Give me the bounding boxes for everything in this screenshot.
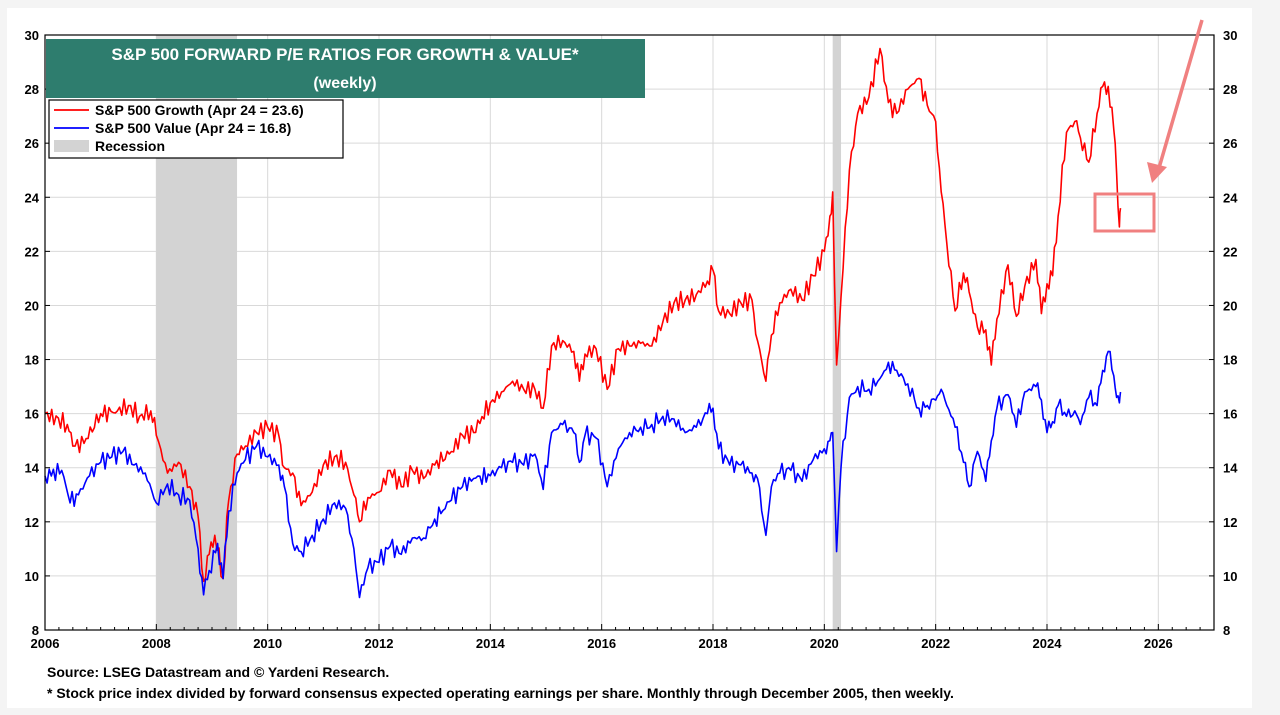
y-tick-label-right: 12 (1223, 515, 1237, 530)
y-tick-label-left: 22 (25, 244, 39, 259)
y-tick-label-left: 20 (25, 298, 39, 313)
y-tick-label-left: 14 (25, 461, 40, 476)
y-tick-label-right: 10 (1223, 569, 1237, 584)
x-tick-label: 2018 (699, 636, 728, 651)
y-tick-label-right: 28 (1223, 82, 1237, 97)
recession-band (832, 35, 842, 630)
chart-frame: 8 8 10 10 12 12 14 14 16 16 18 18 20 20 22 22 24 24 26 26 28… (7, 8, 1252, 708)
y-tick-label-right: 26 (1223, 136, 1237, 151)
y-tick-label-right: 24 (1223, 190, 1238, 205)
y-tick-label-right: 8 (1223, 623, 1230, 638)
x-tick-label: 2016 (587, 636, 616, 651)
title-box: S&P 500 FORWARD P/E RATIOS FOR GROWTH & … (46, 39, 645, 98)
legend-label-value: S&P 500 Value (Apr 24 = 16.8) (95, 120, 291, 136)
x-tick-label: 2006 (31, 636, 60, 651)
legend-swatch-recession (54, 140, 89, 152)
annotation-highlight-box (1093, 192, 1156, 233)
y-tick-label-left: 10 (25, 569, 39, 584)
y-tick-label-right: 14 (1223, 461, 1238, 476)
x-tick-label: 2014 (476, 636, 506, 651)
x-tick-label: 2024 (1033, 636, 1063, 651)
y-tick-label-left: 18 (25, 353, 39, 368)
legend: S&P 500 Growth (Apr 24 = 23.6) S&P 500 V… (48, 99, 344, 159)
legend-label-recession: Recession (95, 138, 165, 154)
y-tick-label-left: 12 (25, 515, 39, 530)
chart-subtitle: (weekly) (313, 75, 376, 92)
source-note: Source: LSEG Datastream and © Yardeni Re… (47, 664, 390, 680)
legend-label-growth: S&P 500 Growth (Apr 24 = 23.6) (95, 102, 304, 118)
x-tick-label: 2008 (142, 636, 171, 651)
y-tick-label-left: 16 (25, 407, 39, 422)
x-tick-label: 2010 (253, 636, 282, 651)
annotation-arrow-shaft (1157, 19, 1204, 169)
y-tick-label-right: 22 (1223, 244, 1237, 259)
x-tick-label: 2012 (365, 636, 394, 651)
chart-title: S&P 500 FORWARD P/E RATIOS FOR GROWTH & … (111, 45, 579, 64)
annotation-arrow-head (1147, 162, 1167, 183)
x-tick-label: 2020 (810, 636, 839, 651)
y-tick-label-right: 16 (1223, 407, 1237, 422)
y-tick-label-left: 24 (25, 190, 40, 205)
series-line-value (44, 350, 1122, 599)
x-tick-label: 2026 (1144, 636, 1173, 651)
y-tick-label-left: 8 (32, 623, 39, 638)
y-tick-label-left: 26 (25, 136, 39, 151)
y-tick-label-left: 30 (25, 28, 39, 43)
y-tick-label-right: 20 (1223, 298, 1237, 313)
highlight-annotation (1093, 19, 1204, 233)
y-tick-label-right: 30 (1223, 28, 1237, 43)
x-tick-label: 2022 (921, 636, 950, 651)
y-tick-label-left: 28 (25, 82, 39, 97)
y-tick-label-right: 18 (1223, 353, 1237, 368)
footnote: * Stock price index divided by forward c… (47, 685, 954, 701)
series-lines (44, 47, 1122, 599)
